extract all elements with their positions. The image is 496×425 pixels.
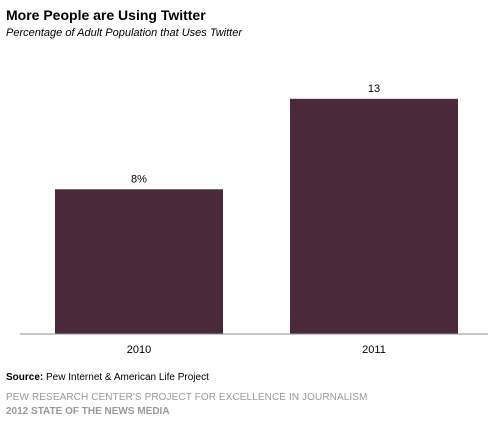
x-tick-label-2010: 2010 [127, 344, 151, 356]
bar-2011 [290, 98, 458, 335]
chart-subtitle: Percentage of Adult Population that Uses… [6, 27, 243, 39]
x-tick-label-2011: 2011 [362, 344, 386, 356]
source-note: Source: Pew Internet & American Life Pro… [6, 372, 209, 383]
source-label: Source: [6, 372, 44, 383]
credit-line: PEW RESEARCH CENTER'S PROJECT FOR EXCELL… [6, 392, 368, 403]
labels-layer: 8% 2010 13 2011 [127, 83, 386, 356]
bar-chart: 8% 2010 13 2011 [20, 83, 488, 356]
data-label-2010: 8% [131, 173, 147, 185]
source-text: Pew Internet & American Life Project [43, 372, 209, 383]
chart-title: More People are Using Twitter [6, 7, 206, 23]
data-label-2011: 13 [368, 83, 380, 95]
report-line: 2012 STATE OF THE NEWS MEDIA [6, 406, 170, 417]
bars-layer [55, 98, 458, 335]
bar-2010 [55, 189, 223, 334]
